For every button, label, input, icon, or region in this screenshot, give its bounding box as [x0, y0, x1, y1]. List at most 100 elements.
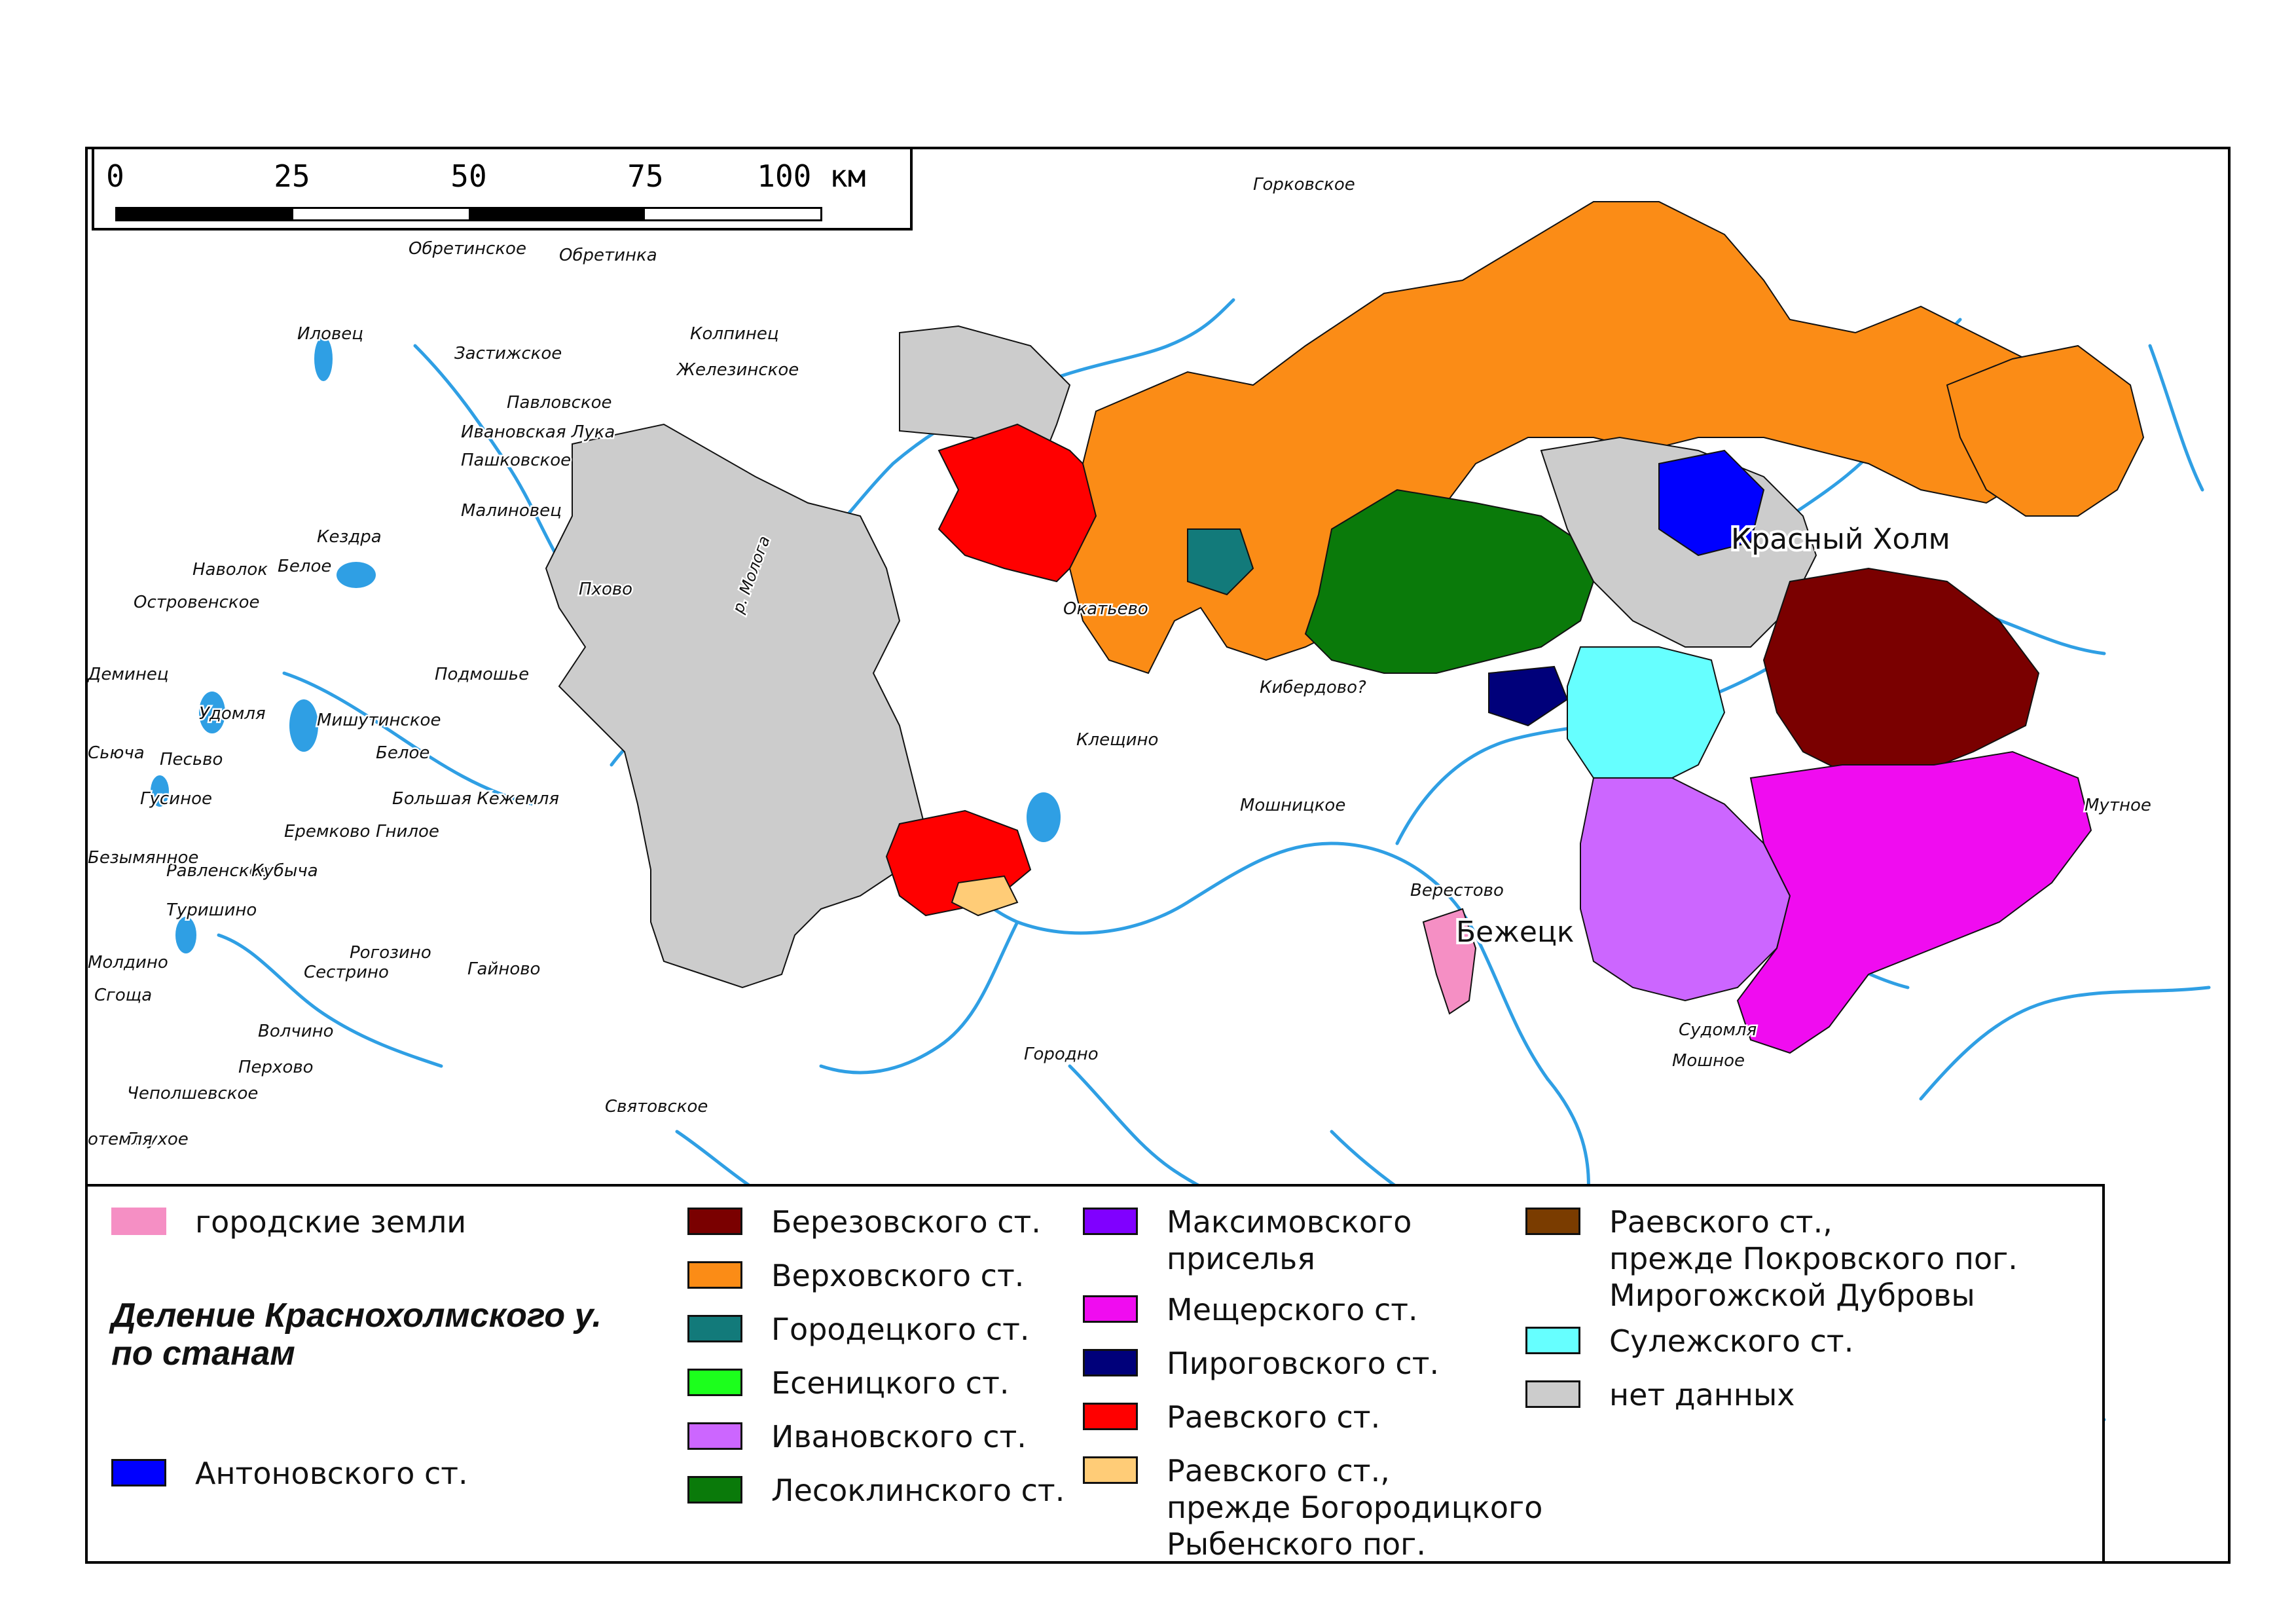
- region-gorodetsky: [1187, 528, 1254, 596]
- place-label: Сьюча: [88, 743, 145, 763]
- place-label: Гусиное: [140, 789, 212, 809]
- place-label: Белое: [278, 557, 331, 576]
- place-label: Чеполшевское: [127, 1084, 258, 1103]
- legend-swatch: [1083, 1349, 1138, 1376]
- place-label: Наволок: [192, 560, 268, 580]
- legend-label: нет данных: [1609, 1377, 1795, 1412]
- place-label: Большая Кежемля: [392, 789, 559, 809]
- place-label: Судомля: [1679, 1020, 1757, 1040]
- legend-item: Березовского ст.: [687, 1204, 1041, 1240]
- legend-item: Пироговского ст.: [1083, 1345, 1439, 1382]
- place-label: Обретинка: [559, 246, 657, 265]
- legend-label: Раевского ст.: [1167, 1399, 1381, 1435]
- region-pirogovsky: [1488, 665, 1569, 727]
- place-label: Волчино: [258, 1022, 334, 1041]
- place-label: Мутное: [2085, 796, 2151, 815]
- place-label: Обретинское: [409, 239, 526, 259]
- place-label: Ивановская Лука: [461, 422, 615, 442]
- scale-bar: 0 25 50 75 100 км: [92, 147, 913, 231]
- town-label-bezhetsk[interactable]: Бежецк: [1453, 913, 1577, 951]
- town-label-krasny-kholm[interactable]: Красный Холм: [1728, 520, 1953, 559]
- legend-swatch: [687, 1422, 742, 1450]
- legend-item: Антоновского ст.: [111, 1455, 468, 1492]
- place-label: Мишутинское: [317, 710, 441, 730]
- legend-item: Есеницкого ст.: [687, 1365, 1010, 1401]
- place-label: Подмошье: [435, 665, 529, 684]
- legend-label: Верховского ст.: [771, 1258, 1025, 1293]
- place-label: Окатьево: [1063, 599, 1148, 619]
- scale-tick-0: 0: [106, 158, 124, 194]
- legend-label: Мещерского ст.: [1167, 1292, 1418, 1327]
- legend-swatch: [687, 1208, 742, 1235]
- place-label: Горковское: [1253, 175, 1355, 194]
- region-lesoklinsky: [1304, 489, 1595, 674]
- place-label: Верестово: [1410, 881, 1504, 900]
- scale-segment: [293, 209, 469, 219]
- legend-item: Мещерского ст.: [1083, 1291, 1418, 1328]
- region-sulezhsky: [1567, 646, 1726, 792]
- legend-panel: Деление Краснохолмского у. по станам гор…: [85, 1184, 2105, 1564]
- place-label: Клещино: [1076, 730, 1158, 750]
- legend-item: Раевского ст., прежде Покровского пог. М…: [1525, 1204, 2018, 1314]
- region-verkhovsky-east: [1946, 344, 2145, 517]
- legend-swatch: [687, 1315, 742, 1342]
- legend-swatch: [687, 1369, 742, 1396]
- place-label: Белое: [376, 743, 429, 763]
- legend-label: Городецкого ст.: [771, 1312, 1030, 1347]
- region-layer[interactable]: [545, 201, 2145, 1054]
- scale-segment: [117, 209, 293, 219]
- legend-item: Раевского ст.: [1083, 1399, 1380, 1435]
- legend-label: Антоновского ст.: [195, 1456, 468, 1491]
- place-label: Рогозино: [350, 943, 431, 963]
- place-label: Еремково: [284, 822, 370, 841]
- legend-label: Раевского ст., прежде Богородицкого Рыбе…: [1167, 1453, 1543, 1562]
- place-label: Павловское: [507, 393, 612, 413]
- legend-swatch: [1083, 1208, 1138, 1235]
- legend-item: Лесоклинского ст.: [687, 1472, 1065, 1509]
- region-no-data-upper: [899, 325, 1071, 458]
- legend-item: Раевского ст., прежде Богородицкого Рыбе…: [1083, 1452, 1542, 1562]
- place-label: Молдино: [88, 953, 168, 972]
- place-label: Сгоща: [94, 986, 152, 1005]
- place-label: отемля: [88, 1130, 153, 1149]
- region-city-lands: [1422, 908, 1477, 1015]
- legend-item: Верховского ст.: [687, 1257, 1024, 1294]
- legend-label: Лесоклинского ст.: [771, 1473, 1065, 1508]
- scale-segment: [469, 209, 645, 219]
- legend-label: Пироговского ст.: [1167, 1346, 1440, 1381]
- legend-label: Сулежского ст.: [1609, 1323, 1854, 1359]
- place-label: Безымянное: [88, 848, 198, 868]
- place-label: Удомля: [199, 704, 266, 724]
- legend-swatch: [687, 1261, 742, 1289]
- place-label: Колпинец: [690, 324, 779, 344]
- legend-label: Березовского ст.: [771, 1204, 1041, 1240]
- place-label: Деминец: [88, 665, 169, 684]
- legend-swatch: [687, 1476, 742, 1504]
- scale-segment: [644, 209, 820, 219]
- place-labels: Горковское Обретинское Обретинка Иловец Заст…: [88, 149, 2153, 1151]
- region-raevsky-bogoroditsky: [951, 875, 1019, 917]
- legend-swatch: [1083, 1295, 1138, 1323]
- place-label: Пхово: [579, 580, 632, 599]
- place-label: Равленское: [166, 861, 270, 881]
- region-no-data-west: [545, 423, 927, 989]
- place-label: Гнилое: [376, 822, 439, 841]
- scale-tick-50: 50: [450, 158, 487, 194]
- place-label: Глухое: [127, 1130, 189, 1149]
- region-berezovsky: [1762, 567, 2040, 779]
- place-label: Святовское: [605, 1097, 708, 1116]
- place-label: Кездра: [317, 527, 382, 547]
- legend-swatch: [1083, 1456, 1138, 1484]
- legend-item: Городецкого ст.: [687, 1311, 1030, 1348]
- legend-item: Ивановского ст.: [687, 1418, 1027, 1455]
- scale-tick-25: 25: [274, 158, 310, 194]
- legend-label: Максимовского приселья: [1167, 1204, 1412, 1276]
- legend-item: нет данных: [1525, 1376, 1795, 1413]
- legend-label: Ивановского ст.: [771, 1419, 1027, 1454]
- place-label: Песьво: [160, 750, 223, 769]
- legend-swatch: [111, 1208, 166, 1235]
- place-label: Пашковское: [461, 451, 571, 470]
- place-label: Кубыча: [251, 861, 318, 881]
- place-label: Малиновец: [461, 501, 562, 521]
- legend-swatch: [1083, 1403, 1138, 1430]
